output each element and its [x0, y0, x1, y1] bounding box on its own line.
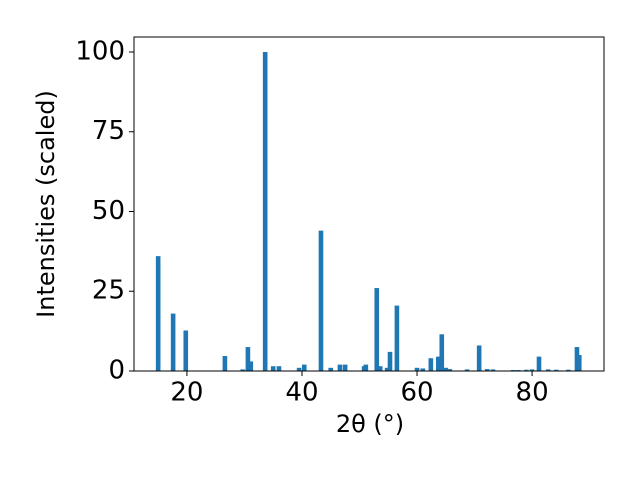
x-tick-label: 80 [516, 378, 549, 408]
bar [439, 334, 445, 371]
x-tick-label: 40 [285, 378, 318, 408]
x-tick-label: 20 [170, 378, 203, 408]
bar [301, 364, 307, 371]
bar [414, 367, 420, 371]
bar [524, 369, 529, 371]
bar [245, 347, 251, 371]
bar [443, 367, 449, 371]
bar [270, 366, 276, 371]
y-tick-label: 0 [108, 356, 125, 386]
bar [377, 366, 383, 371]
bar [387, 351, 393, 371]
bar [476, 345, 482, 371]
bar [183, 330, 189, 371]
bar [484, 369, 490, 371]
bar [576, 355, 582, 371]
bar [248, 361, 254, 371]
plot-frame [133, 36, 605, 372]
bar [436, 356, 441, 371]
bar [240, 369, 246, 371]
bar [262, 51, 268, 371]
bar [337, 364, 343, 371]
bar [342, 364, 348, 371]
bar [222, 356, 228, 371]
bar [529, 369, 535, 371]
y-tick-label: 100 [75, 36, 125, 66]
bar [170, 313, 176, 371]
bar [553, 369, 559, 371]
y-tick-label: 25 [92, 276, 125, 306]
bar [318, 230, 324, 371]
y-tick-label: 75 [92, 116, 125, 146]
bar [420, 368, 426, 371]
bar [328, 367, 334, 371]
bar [374, 288, 380, 371]
bar [566, 369, 571, 371]
bar [536, 356, 542, 371]
bar [464, 369, 470, 371]
bar [428, 358, 434, 371]
x-axis-label: 2θ (°) [336, 410, 404, 438]
bar [394, 305, 400, 371]
bar [296, 367, 302, 371]
bar [276, 366, 282, 371]
bar [490, 369, 496, 371]
bar [155, 256, 161, 371]
bar [363, 364, 369, 371]
x-tick-label: 60 [400, 378, 433, 408]
bar [545, 369, 551, 371]
bar [384, 367, 390, 371]
bar [447, 369, 453, 371]
y-tick-label: 50 [92, 196, 125, 226]
y-axis-label: Intensities (scaled) [32, 90, 60, 318]
